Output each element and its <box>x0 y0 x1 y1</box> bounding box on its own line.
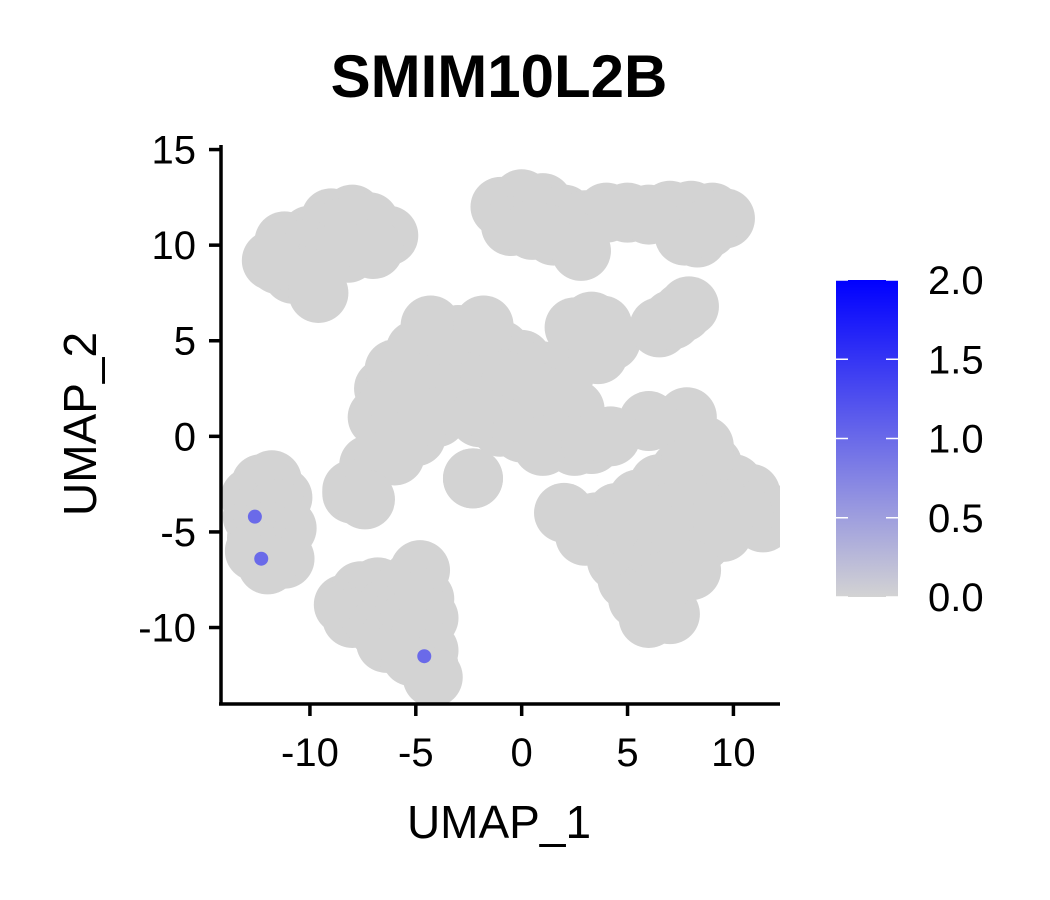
cluster-10 <box>442 406 641 543</box>
cell-point <box>550 220 611 281</box>
expressing-cells <box>247 509 432 664</box>
cell-point <box>402 647 463 704</box>
y-tick-label: 10 <box>152 224 197 268</box>
cell-point <box>658 276 719 337</box>
x-tick-label: -5 <box>398 731 434 775</box>
y-tick-label: -10 <box>138 607 196 651</box>
expressing-cell-point <box>417 649 432 664</box>
axes <box>219 145 780 706</box>
cluster-4 <box>544 291 641 385</box>
cell-point <box>593 482 654 543</box>
cell-point <box>629 559 690 620</box>
cell-point <box>343 218 404 279</box>
expressing-cell-point <box>247 509 262 524</box>
y-axis-title: UMAP_2 <box>54 332 106 516</box>
colorbar-tick-label: 0.5 <box>928 497 984 541</box>
cluster-8 <box>313 540 463 704</box>
cluster-7 <box>221 450 317 595</box>
points-layer <box>221 169 780 704</box>
cluster-2 <box>470 169 755 281</box>
colorbar-tick-label: 1.5 <box>928 338 984 382</box>
y-tick-label: 15 <box>152 129 197 173</box>
cell-point <box>580 406 641 467</box>
y-tick-label: 0 <box>174 415 196 459</box>
cell-point <box>334 469 395 530</box>
cell-point <box>453 295 514 356</box>
cell-point <box>400 295 461 356</box>
x-tick-label: 0 <box>511 731 533 775</box>
cluster-5 <box>629 276 719 358</box>
cell-point <box>534 482 595 543</box>
y-ticks: 15 10 5 0 -5 -10 <box>138 129 221 651</box>
colorbar-ticks: 2.0 1.5 1.0 0.5 0.0 <box>836 259 984 620</box>
y-tick-label: 5 <box>174 320 196 364</box>
cell-point <box>673 415 734 476</box>
colorbar: 2.0 1.5 1.0 0.5 0.0 <box>836 259 984 620</box>
cell-point <box>442 448 503 509</box>
cluster-1 <box>241 184 419 323</box>
x-ticks: -10 -5 0 5 10 <box>281 704 756 775</box>
cell-point <box>567 324 628 385</box>
x-tick-label: 5 <box>616 731 638 775</box>
x-axis-title: UMAP_1 <box>407 796 591 848</box>
colorbar-tick-label: 1.0 <box>928 418 984 462</box>
colorbar-tick-label: 2.0 <box>928 259 984 303</box>
colorbar-tick-label: 0.0 <box>928 576 984 620</box>
cluster-6 <box>555 387 780 648</box>
x-tick-label: -10 <box>281 731 339 775</box>
y-tick-label: -5 <box>160 511 196 555</box>
cell-point <box>288 262 349 323</box>
cluster-9 <box>322 459 395 530</box>
cell-point <box>678 197 739 258</box>
chart-title: SMIM10L2B <box>331 43 668 110</box>
cell-point <box>237 534 298 595</box>
expressing-cell-point <box>254 551 269 566</box>
cell-point <box>241 230 302 291</box>
x-tick-label: 10 <box>711 731 756 775</box>
